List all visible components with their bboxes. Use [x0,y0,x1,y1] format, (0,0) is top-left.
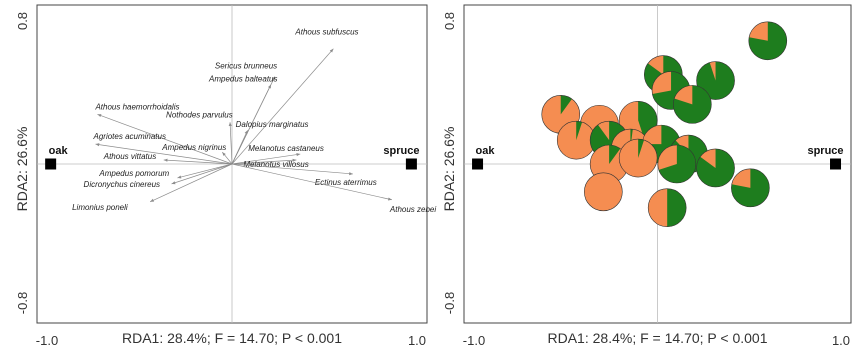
species-arrow [231,159,297,165]
species-arrowhead [349,172,353,176]
pie-outline [748,21,788,61]
centroid-label-spruce: spruce [807,145,843,157]
x-axis-label: RDA1: 28.4%; F = 14.70; P < 0.001 [548,330,768,346]
y-tick-label: -0.8 [442,292,457,314]
site-pie [748,21,788,61]
centroid-marker-oak [45,158,57,170]
species-arrow [149,163,233,203]
species-arrowhead [244,130,248,135]
species-label: Sericus brunneus [215,62,277,71]
species-label: Athous haemorrhoidalis [94,102,179,111]
y-axis-label: RDA2: 26.6% [441,127,457,212]
centroid-label-spruce: spruce [383,145,419,157]
species-arrow [177,163,233,179]
species-arrowhead [228,122,232,127]
x-axis-label: RDA1: 28.4%; F = 14.70; P < 0.001 [122,330,342,346]
species-label: Ampedus balteatus [208,75,278,84]
species-arrowhead [329,48,334,53]
x-tick-label: 1.0 [832,333,850,348]
species-arrow [231,130,248,165]
pie-slice-spruce [731,168,770,207]
y-tick-label: 0.8 [442,12,457,30]
site-pie [673,85,712,124]
centroid-label-oak: oak [49,145,69,157]
y-tick-label: -0.8 [15,292,30,314]
right-panel-site-pies: -1.0 1.0 0.8 -0.8 RDA1: 28.4%; F = 14.70; P … [441,4,852,348]
pie-outline [657,144,697,184]
species-label: Athous subfuscus [294,28,358,37]
species-label: Melanotus castaneus [248,144,324,153]
species-arrow [229,122,233,165]
pie-slice-spruce [638,139,645,159]
species-arrowhead [163,158,168,162]
centroid-marker-spruce [830,158,842,170]
pie-slice-spruce [748,21,787,60]
species-arrowhead [97,114,102,118]
species-arrowhead [95,143,100,147]
pie-slice-spruce [609,145,621,164]
species-label: Limonius poneli [72,203,128,212]
centroid-label-oak: oak [476,145,496,157]
species-arrow [231,153,301,165]
site-pie [647,188,687,228]
species-arrowhead [296,153,301,157]
species-arrowhead [292,158,297,162]
x-tick-label: 1.0 [408,333,426,348]
species-label: Dalopius marginatus [236,120,309,129]
x-tick-label: -1.0 [463,333,485,348]
species-label: Dicronychus cinereus [84,180,160,189]
pie-outline [673,85,712,124]
species-label: Melanotus villosus [243,160,308,169]
left-panel-biplot: -1.0 1.0 0.8 -0.8 RDA1: 28.4%; F = 14.70; P … [14,4,436,348]
site-pie [618,138,658,178]
species-arrow [171,163,233,185]
centroid-marker-spruce [405,158,417,170]
species-arrow [231,163,353,175]
pie-outline [696,148,735,188]
pie-slice-spruce [696,61,735,100]
x-tick-label: -1.0 [36,333,58,348]
centroid-marker-oak [472,158,484,170]
y-axis-label: RDA2: 26.6% [14,127,30,212]
species-arrowhead [177,175,182,179]
species-label: Athous vittatus [103,152,156,161]
pie-slice-spruce [658,145,696,183]
species-arrowhead [271,76,275,81]
pie-outline [731,168,770,208]
site-pie [731,168,770,208]
species-arrowhead [150,198,155,202]
species-arrow [163,159,233,165]
species-arrow [95,143,233,165]
site-pie [696,148,735,188]
site-pie [584,172,623,212]
site-pie [696,61,735,100]
pie-slice-spruce [576,121,583,141]
species-arrow [97,113,233,165]
pie-slice-spruce [696,148,735,187]
species-label: Nothodes parvulus [166,110,233,119]
species-arrowhead [387,197,392,201]
species-label: Ampedus nigrinus [161,143,226,152]
species-arrowhead [267,84,271,89]
pie-outline [647,188,687,228]
species-arrow [231,48,334,165]
species-label: Ectinus aterrimus [315,178,377,187]
pie-slice-spruce [673,85,712,124]
species-label: Athous zebei [389,205,436,214]
pie-outline [696,61,735,100]
site-pie [657,144,697,184]
species-arrowhead [222,152,226,156]
pie-slice-spruce [667,188,687,227]
species-label: Ampedus pomorum [98,169,169,178]
species-label: Agriotes acuminatus [93,132,166,141]
pie-outline [618,138,658,178]
species-arrow [231,163,392,201]
site-pie [556,120,596,160]
species-arrowhead [171,181,176,185]
pie-slice-oak [584,172,623,212]
pie-slice-spruce [560,95,572,115]
y-tick-label: 0.8 [15,12,30,30]
